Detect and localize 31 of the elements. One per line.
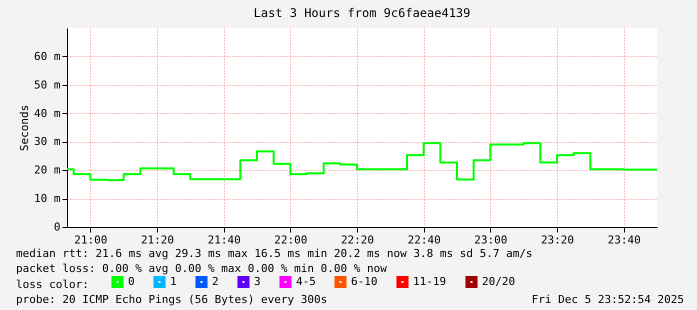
- y-tick-label: 0: [54, 220, 60, 234]
- y-tick-label: 60 m: [34, 50, 61, 63]
- y-tick-label: 20 m: [34, 164, 61, 177]
- legend-label: 20/20: [482, 274, 516, 288]
- y-tick-label: 40 m: [34, 106, 61, 120]
- y-axis-title: Seconds: [18, 104, 32, 152]
- x-tick-label: 22:00: [274, 234, 308, 246]
- text: median rtt: 21.6 ms avg 29.3 ms max 16.5 ms min 20.2 ms now 3.8 ms sd 5.7 am/s: [16, 247, 533, 260]
- text: Fri Dec 5 23:52:54 2025: [532, 293, 684, 306]
- x-tick-label: 21:20: [140, 234, 174, 246]
- legend-label: 1: [170, 274, 177, 288]
- legend-label: 6-10: [351, 274, 378, 288]
- legend-label: 3: [254, 274, 261, 288]
- x-tick-label: 22:20: [340, 234, 374, 246]
- y-tick-label: 30 m: [34, 135, 61, 148]
- x-tick-label: 21:40: [208, 234, 241, 246]
- x-tick-label: 23:00: [474, 234, 508, 246]
- y-tick-label: 10 m: [34, 192, 61, 206]
- text: probe: 20 ICMP Echo Pings (56 Bytes) every 300s: [16, 293, 328, 306]
- x-tick-label: 23:40: [608, 234, 641, 246]
- text: packet loss: 0.00 % avg 0.00 % max 0.00 % min 0.00 % now: [16, 262, 388, 275]
- x-tick-label: 23:20: [540, 234, 574, 246]
- x-tick-label: 21:00: [74, 234, 108, 246]
- y-tick-label: 50 m: [34, 78, 61, 92]
- legend-label: 0: [128, 274, 135, 288]
- legend-label: 11-19: [413, 274, 446, 288]
- legend-title: loss color:: [16, 278, 89, 291]
- x-tick-label: 22:40: [408, 234, 441, 246]
- legend-label: 4-5: [296, 274, 316, 288]
- legend-label: 2: [212, 274, 219, 288]
- chart-title: Last 3 Hours from 9c6faeae4139: [254, 6, 470, 20]
